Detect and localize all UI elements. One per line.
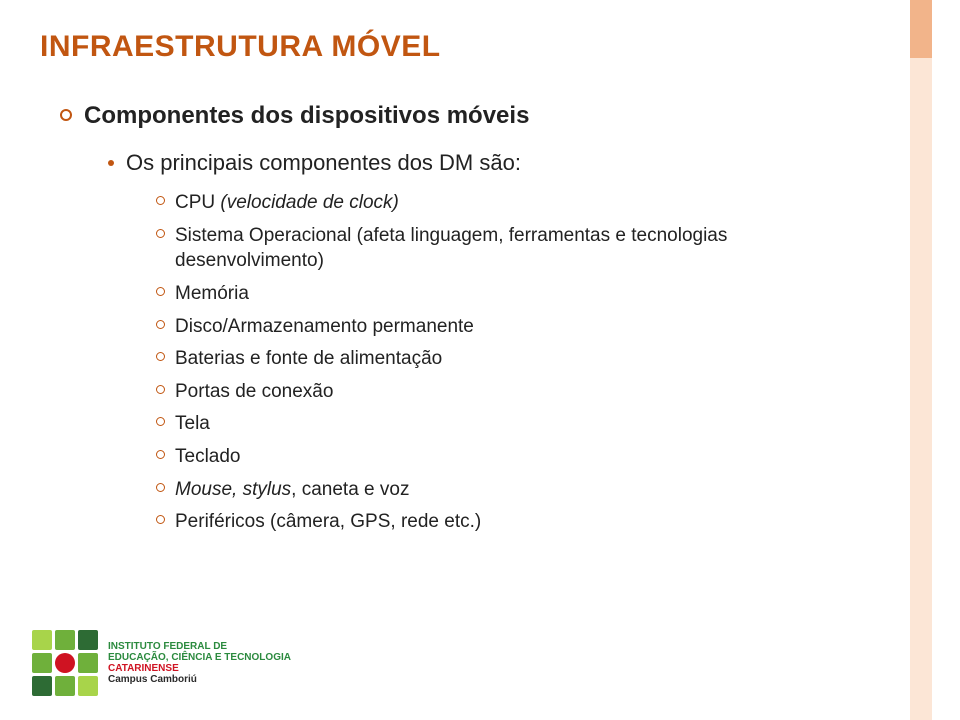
- logo-line: INSTITUTO FEDERAL DE: [108, 641, 291, 652]
- logo-square: [78, 653, 98, 673]
- logo-square: [32, 653, 52, 673]
- logo-line: CATARINENSE: [108, 663, 291, 674]
- list-item: Teclado: [156, 444, 880, 470]
- slide-content: INFRAESTRUTURA MÓVEL Componentes dos dis…: [40, 30, 880, 542]
- list-item: Periféricos (câmera, GPS, rede etc.): [156, 509, 880, 535]
- list-item-text: Tela: [175, 411, 210, 437]
- logo-square: [78, 676, 98, 696]
- list-item-text: Baterias e fonte de alimentação: [175, 346, 442, 372]
- slide-title: INFRAESTRUTURA MÓVEL: [40, 30, 880, 64]
- list-item-text: Disco/Armazenamento permanente: [175, 314, 474, 340]
- logo-square: [55, 653, 75, 673]
- list-item: Tela: [156, 411, 880, 437]
- list-item-text: Teclado: [175, 444, 241, 470]
- ring-bullet-icon: [156, 417, 165, 426]
- list-item: Mouse, stylus, caneta e voz: [156, 477, 880, 503]
- ring-bullet-icon: [156, 352, 165, 361]
- ring-bullet-icon: [60, 109, 72, 121]
- logo-square: [32, 676, 52, 696]
- list-item-text: Memória: [175, 281, 249, 307]
- footer-logo: INSTITUTO FEDERAL DE EDUCAÇÃO, CIÊNCIA E…: [32, 630, 291, 696]
- list-item-text: Sistema Operacional (afeta linguagem, fe…: [175, 223, 880, 274]
- ring-bullet-icon: [156, 196, 165, 205]
- ring-bullet-icon: [156, 320, 165, 329]
- logo-line: EDUCAÇÃO, CIÊNCIA E TECNOLOGIA: [108, 652, 291, 663]
- logo-line: Campus Camboriú: [108, 674, 291, 685]
- level1-list: Componentes dos dispositivos móveis: [60, 102, 880, 130]
- accent-bar-top: [910, 0, 932, 58]
- ring-bullet-icon: [156, 483, 165, 492]
- level1-item: Componentes dos dispositivos móveis: [60, 102, 880, 130]
- accent-bar: [910, 0, 932, 720]
- accent-bar-bottom: [910, 58, 932, 720]
- ring-bullet-icon: [156, 515, 165, 524]
- list-item-text: CPU (velocidade de clock): [175, 190, 399, 216]
- list-item-text: Periféricos (câmera, GPS, rede etc.): [175, 509, 481, 535]
- logo-text: INSTITUTO FEDERAL DE EDUCAÇÃO, CIÊNCIA E…: [108, 641, 291, 686]
- list-item: Baterias e fonte de alimentação: [156, 346, 880, 372]
- level1-text: Componentes dos dispositivos móveis: [84, 102, 529, 130]
- list-item: Sistema Operacional (afeta linguagem, fe…: [156, 223, 880, 274]
- list-item: Portas de conexão: [156, 379, 880, 405]
- ring-bullet-icon: [156, 450, 165, 459]
- ring-bullet-icon: [156, 229, 165, 238]
- logo-square: [55, 630, 75, 650]
- level2-item: Os principais componentes dos DM são:: [108, 150, 880, 176]
- level3-list: CPU (velocidade de clock) Sistema Operac…: [156, 190, 880, 535]
- list-item-text: Mouse, stylus, caneta e voz: [175, 477, 409, 503]
- list-item: Memória: [156, 281, 880, 307]
- list-item: Disco/Armazenamento permanente: [156, 314, 880, 340]
- logo-square: [32, 630, 52, 650]
- level2-text: Os principais componentes dos DM são:: [126, 150, 521, 176]
- ring-bullet-icon: [156, 385, 165, 394]
- list-item-text: Portas de conexão: [175, 379, 333, 405]
- level2-list: Os principais componentes dos DM são:: [108, 150, 880, 176]
- list-item: CPU (velocidade de clock): [156, 190, 880, 216]
- ring-bullet-icon: [156, 287, 165, 296]
- logo-squares-icon: [32, 630, 98, 696]
- disc-bullet-icon: [108, 160, 114, 166]
- logo-square: [78, 630, 98, 650]
- logo-square: [55, 676, 75, 696]
